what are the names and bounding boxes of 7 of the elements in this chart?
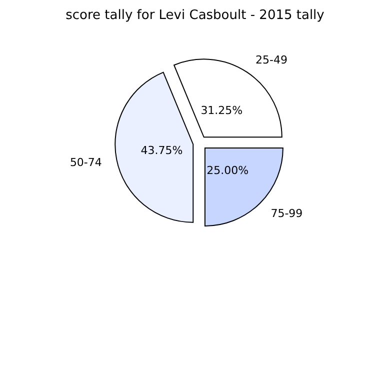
slice-label: 75-99	[270, 207, 303, 220]
data-label: 43.75%	[140, 144, 183, 158]
slice-label: 50-74	[70, 156, 102, 170]
data-label: 25.00%	[206, 164, 249, 178]
data-label: 31.25%	[200, 104, 243, 118]
chart-title: score tally for Levi Casboult - 2015 tally	[64, 8, 326, 23]
slice-label: 25-49	[256, 53, 288, 66]
